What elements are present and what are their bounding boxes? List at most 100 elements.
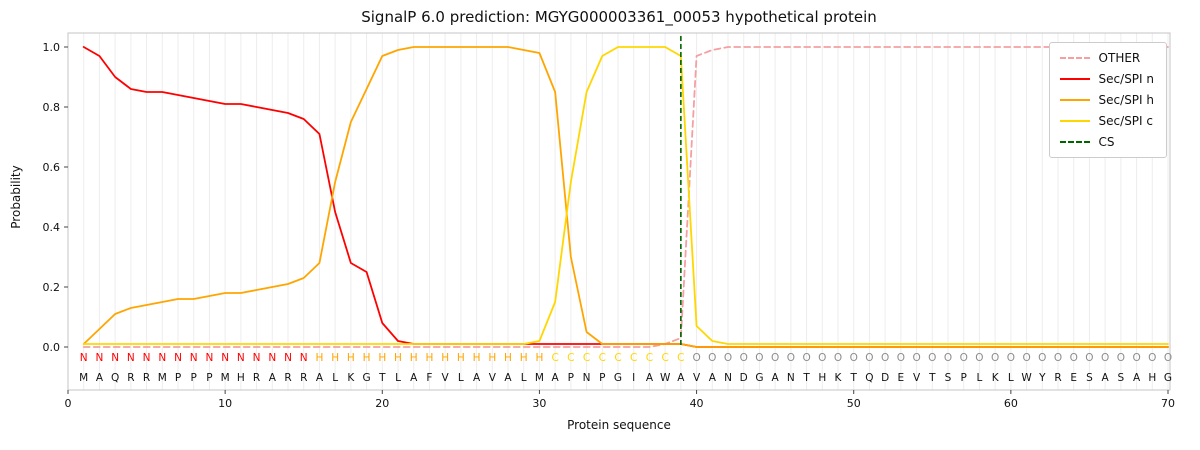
svg-text:V: V [442, 372, 450, 384]
svg-text:O: O [865, 352, 873, 364]
chart-title: SignalP 6.0 prediction: MGYG000003361_00… [361, 8, 877, 26]
svg-text:O: O [787, 352, 795, 364]
legend-key-sec-spi-h-line [1059, 99, 1090, 101]
svg-text:C: C [661, 352, 668, 364]
svg-text:K: K [992, 372, 1000, 384]
svg-text:A: A [410, 372, 418, 384]
svg-text:N: N [300, 352, 308, 364]
svg-text:R: R [300, 372, 307, 384]
svg-text:H: H [535, 352, 543, 364]
svg-text:H: H [315, 352, 323, 364]
legend-item-cs: CS [1059, 135, 1154, 149]
svg-text:G: G [1164, 372, 1172, 384]
svg-text:A: A [1102, 372, 1110, 384]
svg-text:R: R [1054, 372, 1061, 384]
svg-text:A: A [1133, 372, 1141, 384]
svg-text:C: C [567, 352, 574, 364]
svg-text:H: H [818, 372, 826, 384]
svg-text:M: M [221, 372, 230, 384]
svg-text:20: 20 [375, 397, 389, 410]
svg-text:C: C [614, 352, 621, 364]
svg-text:H: H [378, 352, 386, 364]
svg-text:S: S [1086, 372, 1093, 384]
svg-text:R: R [143, 372, 150, 384]
svg-text:W: W [660, 372, 671, 384]
svg-text:Y: Y [1038, 372, 1046, 384]
svg-text:V: V [489, 372, 497, 384]
svg-text:O: O [975, 352, 983, 364]
svg-text:F: F [426, 372, 432, 384]
svg-text:G: G [614, 372, 622, 384]
svg-text:H: H [457, 352, 465, 364]
svg-text:O: O [1101, 352, 1109, 364]
svg-text:N: N [787, 372, 795, 384]
x-axis-label: Protein sequence [567, 418, 671, 432]
svg-text:O: O [912, 352, 920, 364]
svg-text:H: H [363, 352, 371, 364]
svg-text:N: N [583, 372, 591, 384]
svg-text:0.6: 0.6 [43, 161, 61, 174]
svg-text:A: A [646, 372, 654, 384]
svg-text:A: A [96, 372, 104, 384]
svg-text:H: H [347, 352, 355, 364]
svg-text:R: R [253, 372, 260, 384]
svg-text:Q: Q [865, 372, 873, 384]
legend-label-sec-spi-c: Sec/SPI c [1098, 114, 1153, 128]
svg-text:T: T [802, 372, 810, 384]
svg-text:D: D [740, 372, 748, 384]
svg-text:C: C [646, 352, 653, 364]
svg-text:O: O [1022, 352, 1030, 364]
svg-text:O: O [1085, 352, 1093, 364]
svg-text:V: V [693, 372, 701, 384]
svg-text:C: C [677, 352, 684, 364]
svg-text:T: T [850, 372, 858, 384]
svg-text:O: O [881, 352, 889, 364]
legend-label-other: OTHER [1098, 51, 1141, 65]
svg-text:H: H [473, 352, 481, 364]
svg-text:H: H [520, 352, 528, 364]
svg-text:P: P [206, 372, 212, 384]
svg-text:N: N [221, 352, 229, 364]
svg-text:A: A [677, 372, 685, 384]
legend-item-other: OTHER [1059, 51, 1154, 65]
svg-text:K: K [835, 372, 843, 384]
svg-text:N: N [253, 352, 261, 364]
svg-text:S: S [1118, 372, 1125, 384]
svg-text:40: 40 [690, 397, 704, 410]
legend-key-cs-line [1059, 141, 1090, 143]
svg-text:A: A [504, 372, 512, 384]
svg-text:R: R [284, 372, 291, 384]
svg-text:O: O [740, 352, 748, 364]
svg-text:C: C [583, 352, 590, 364]
svg-text:70: 70 [1161, 397, 1175, 410]
svg-text:L: L [395, 372, 401, 384]
svg-text:O: O [897, 352, 905, 364]
svg-text:O: O [755, 352, 763, 364]
svg-text:O: O [834, 352, 842, 364]
svg-text:N: N [724, 372, 732, 384]
svg-text:N: N [80, 352, 88, 364]
svg-text:N: N [158, 352, 166, 364]
svg-text:S: S [945, 372, 952, 384]
svg-text:O: O [991, 352, 999, 364]
svg-text:0.2: 0.2 [43, 281, 61, 294]
legend-label-sec-spi-h: Sec/SPI h [1098, 93, 1154, 107]
svg-text:N: N [284, 352, 292, 364]
svg-text:L: L [332, 372, 338, 384]
svg-text:N: N [111, 352, 119, 364]
svg-text:L: L [976, 372, 982, 384]
svg-text:L: L [521, 372, 527, 384]
svg-text:H: H [410, 352, 418, 364]
svg-text:P: P [568, 372, 574, 384]
svg-text:O: O [850, 352, 858, 364]
svg-text:N: N [143, 352, 151, 364]
svg-text:A: A [269, 372, 277, 384]
svg-text:T: T [928, 372, 936, 384]
svg-text:A: A [552, 372, 560, 384]
svg-text:O: O [944, 352, 952, 364]
svg-text:30: 30 [532, 397, 546, 410]
svg-text:0: 0 [65, 397, 72, 410]
svg-text:O: O [802, 352, 810, 364]
